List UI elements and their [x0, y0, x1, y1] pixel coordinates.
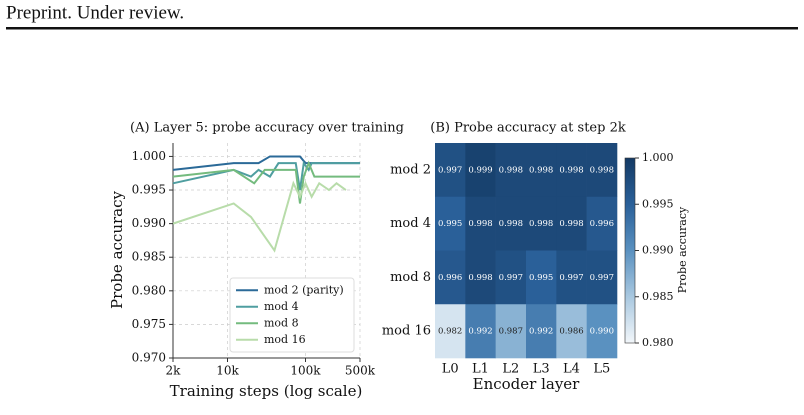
heat-cell	[495, 304, 527, 359]
heat-cell	[586, 304, 618, 359]
row-label: mod 8	[390, 270, 431, 285]
cell-label: 0.998	[590, 165, 614, 175]
y-tick-label: 0.970	[132, 351, 166, 365]
cell-label: 0.982	[438, 327, 462, 337]
y-tick-label: 0.975	[132, 317, 166, 331]
cell-label: 0.998	[559, 219, 583, 229]
row-label: mod 16	[382, 324, 431, 339]
heat-cell	[435, 143, 466, 198]
colorbar-tick-label: 0.985	[642, 290, 674, 303]
x-tick-label: 100k	[290, 364, 321, 378]
heat-cell	[586, 143, 618, 198]
x-axis-label: Training steps (log scale)	[170, 382, 363, 400]
cell-label: 0.998	[499, 165, 523, 175]
heat-cell	[586, 196, 618, 251]
heat-cell	[556, 196, 587, 251]
cell-label: 0.986	[559, 327, 583, 337]
heat-cell	[526, 196, 557, 251]
cell-label: 0.992	[529, 327, 553, 337]
series-line	[172, 160, 360, 204]
header-rule	[6, 27, 798, 30]
cell-label: 0.996	[438, 273, 462, 283]
page-header: Preprint. Under review.	[6, 2, 184, 23]
cell-label: 0.998	[529, 165, 553, 175]
x-tick-label: L4	[563, 362, 580, 377]
heat-cell	[586, 250, 618, 305]
colorbar	[624, 157, 636, 344]
y-tick-label: 0.980	[132, 283, 166, 297]
cell-label: 0.998	[468, 273, 492, 283]
cell-label: 0.997	[499, 273, 523, 283]
heat-cell	[465, 304, 496, 359]
heat-cell	[435, 304, 466, 359]
legend-box	[229, 277, 355, 353]
legend-label: mod 2 (parity)	[264, 283, 344, 296]
chart-title: (B) Probe accuracy at step 2k	[430, 121, 626, 136]
cell-label: 0.998	[468, 219, 492, 229]
heat-cell	[465, 143, 496, 198]
y-tick-label: 0.995	[132, 183, 166, 197]
y-tick-label: 0.990	[132, 216, 166, 230]
cell-label: 0.996	[590, 219, 614, 229]
series-line	[172, 180, 347, 253]
heat-cell	[495, 143, 527, 198]
cell-label: 0.998	[499, 219, 523, 229]
heat-cell	[526, 250, 557, 305]
heat-cell	[465, 196, 496, 251]
x-tick-label: L1	[472, 362, 489, 377]
cell-label: 0.997	[438, 165, 462, 175]
cell-label: 0.998	[529, 219, 553, 229]
colorbar-tick-label: 1.000	[642, 151, 674, 164]
colorbar-label: Probe accuracy	[676, 206, 689, 293]
x-tick-label: 2k	[166, 364, 182, 378]
y-axis-label: Probe accuracy	[108, 191, 126, 309]
heat-cell	[556, 304, 587, 359]
row-label: mod 2	[390, 162, 431, 177]
series-line	[172, 160, 360, 191]
x-tick-label: L3	[533, 362, 550, 377]
legend-label: mod 16	[264, 333, 306, 346]
x-tick-label: L5	[593, 362, 610, 377]
heat-cell	[435, 250, 466, 305]
cell-label: 0.987	[499, 327, 523, 337]
cell-label: 0.995	[529, 273, 553, 283]
x-axis-label: Encoder layer	[473, 375, 581, 393]
cell-label: 0.990	[590, 327, 614, 337]
heat-cell	[556, 143, 587, 198]
colorbar-tick-label: 0.980	[642, 336, 674, 349]
heat-cell	[495, 196, 527, 251]
colorbar-tick-label: 0.990	[642, 244, 674, 257]
cell-label: 0.997	[590, 273, 614, 283]
legend-label: mod 4	[264, 300, 299, 313]
colorbar-tick-label: 0.995	[642, 197, 674, 210]
cell-label: 0.999	[468, 165, 492, 175]
heat-cell	[526, 143, 557, 198]
x-tick-label: 500k	[345, 364, 376, 378]
chart-title: (A) Layer 5: probe accuracy over trainin…	[130, 121, 404, 136]
cell-label: 0.998	[559, 165, 583, 175]
heat-cell	[435, 196, 466, 251]
y-tick-label: 1.000	[132, 149, 166, 163]
cell-label: 0.995	[438, 219, 462, 229]
heat-cell	[556, 250, 587, 305]
heat-cell	[465, 250, 496, 305]
y-tick-label: 0.985	[132, 250, 166, 264]
x-tick-label: L0	[442, 362, 459, 377]
heat-cell	[526, 304, 557, 359]
series-line	[172, 155, 360, 171]
row-label: mod 4	[390, 216, 431, 231]
cell-label: 0.992	[468, 327, 492, 337]
x-tick-label: L2	[502, 362, 519, 377]
legend-label: mod 8	[264, 316, 299, 329]
heat-cell	[495, 250, 527, 305]
cell-label: 0.997	[559, 273, 583, 283]
x-tick-label: 10k	[216, 364, 239, 378]
